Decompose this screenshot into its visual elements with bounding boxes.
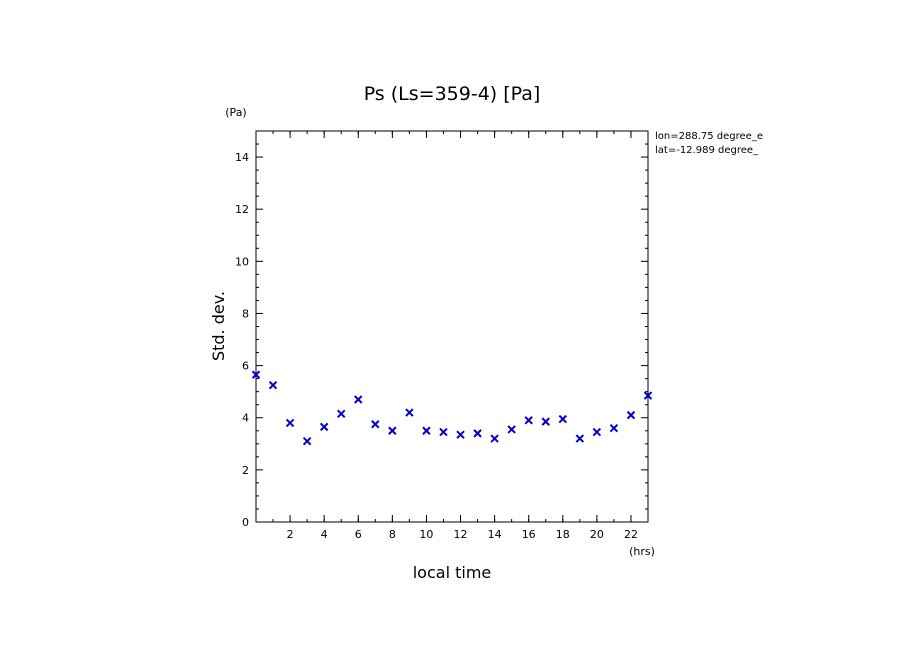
data-point bbox=[302, 436, 312, 446]
ticks-layer: 2 4 6 8 10 12 14 16 18 20 22 0 2 4 6 8 10 12 14 bbox=[235, 131, 648, 541]
x-tick-label: 4 bbox=[321, 528, 328, 541]
data-point bbox=[541, 417, 550, 426]
x-tick-label: 12 bbox=[454, 528, 468, 541]
data-point bbox=[575, 434, 585, 443]
data-point bbox=[592, 427, 602, 437]
data-point bbox=[388, 426, 397, 435]
y-tick-label: 14 bbox=[235, 151, 249, 164]
x-axis-label: local time bbox=[413, 563, 492, 582]
annotation-lat: lat=-12.989 degree_ bbox=[655, 145, 759, 156]
data-point bbox=[405, 408, 414, 417]
data-point bbox=[473, 429, 482, 438]
chart-title: Ps (Ls=359-4) [Pa] bbox=[364, 83, 541, 105]
x-tick-label: 20 bbox=[590, 528, 604, 541]
data-point bbox=[643, 391, 653, 400]
annotation-lon: lon=288.75 degree_e bbox=[655, 131, 763, 142]
data-point bbox=[609, 423, 619, 433]
x-tick-label: 10 bbox=[419, 528, 433, 541]
x-tick-label: 22 bbox=[624, 528, 638, 541]
data-point bbox=[319, 422, 329, 432]
y-tick-label: 8 bbox=[242, 307, 249, 320]
y-unit-label: (Pa) bbox=[225, 106, 246, 119]
points-layer bbox=[251, 370, 653, 446]
data-point bbox=[507, 425, 516, 434]
data-point bbox=[422, 426, 431, 435]
y-tick-label: 6 bbox=[242, 360, 249, 373]
data-point bbox=[490, 434, 499, 443]
data-point bbox=[626, 410, 636, 420]
data-point bbox=[354, 395, 363, 404]
data-point bbox=[558, 414, 567, 424]
y-axis-label: Std. dev. bbox=[209, 291, 228, 361]
data-point bbox=[337, 409, 346, 419]
x-tick-label: 8 bbox=[389, 528, 396, 541]
y-tick-label: 4 bbox=[242, 412, 249, 425]
x-tick-label: 14 bbox=[488, 528, 502, 541]
data-point bbox=[285, 418, 295, 428]
data-point bbox=[251, 370, 261, 379]
x-tick-label: 6 bbox=[355, 528, 362, 541]
data-point bbox=[456, 430, 465, 439]
data-point bbox=[439, 427, 448, 437]
x-tick-label: 2 bbox=[287, 528, 294, 541]
y-tick-label: 0 bbox=[242, 516, 249, 529]
x-tick-label: 18 bbox=[556, 528, 570, 541]
y-tick-label: 2 bbox=[242, 464, 249, 477]
y-tick-label: 10 bbox=[235, 255, 249, 268]
data-point bbox=[371, 420, 380, 429]
x-unit-label: (hrs) bbox=[629, 545, 655, 558]
plot-frame bbox=[255, 130, 649, 523]
data-point bbox=[524, 416, 533, 425]
data-point bbox=[268, 380, 278, 390]
x-tick-label: 16 bbox=[522, 528, 536, 541]
y-tick-label: 12 bbox=[235, 203, 249, 216]
